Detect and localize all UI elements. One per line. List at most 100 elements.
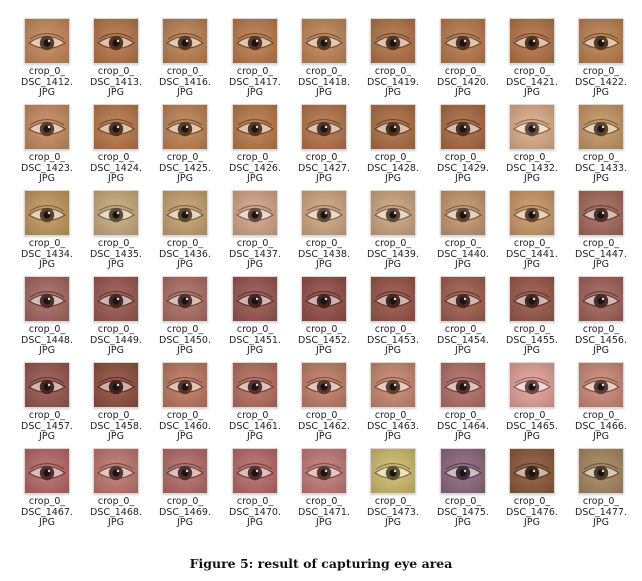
thumbnail-filename: crop_0_ DSC_1432. JPG — [506, 152, 558, 184]
eye-crop-image — [232, 190, 278, 236]
eye-thumbnail-item[interactable]: crop_0_ DSC_1470. JPG — [220, 448, 290, 528]
eye-thumbnail-item[interactable]: crop_0_ DSC_1436. JPG — [150, 190, 220, 270]
eye-crop-image — [578, 362, 624, 408]
thumbnail-filename: crop_0_ DSC_1470. JPG — [229, 496, 281, 528]
eye-thumbnail-item[interactable]: crop_0_ DSC_1420. JPG — [428, 18, 498, 98]
eye-crop-image — [93, 448, 139, 494]
thumbnail-filename: crop_0_ DSC_1419. JPG — [367, 66, 419, 98]
thumbnail-filename: crop_0_ DSC_1471. JPG — [298, 496, 350, 528]
eye-thumbnail-item[interactable]: crop_0_ DSC_1428. JPG — [358, 104, 428, 184]
eye-thumbnail-item[interactable]: crop_0_ DSC_1449. JPG — [81, 276, 151, 356]
eye-crop-image — [578, 276, 624, 322]
eye-thumbnail-item[interactable]: crop_0_ DSC_1454. JPG — [428, 276, 498, 356]
eye-thumbnail-item[interactable]: crop_0_ DSC_1452. JPG — [289, 276, 359, 356]
thumbnail-filename: crop_0_ DSC_1448. JPG — [21, 324, 73, 356]
thumbnail-filename: crop_0_ DSC_1473. JPG — [367, 496, 419, 528]
eye-thumbnail-item[interactable]: crop_0_ DSC_1427. JPG — [289, 104, 359, 184]
eye-thumbnail-item[interactable]: crop_0_ DSC_1461. JPG — [220, 362, 290, 442]
eye-thumbnail-item[interactable]: crop_0_ DSC_1425. JPG — [150, 104, 220, 184]
eye-thumbnail-item[interactable]: crop_0_ DSC_1412. JPG — [12, 18, 82, 98]
eye-crop-image — [301, 18, 347, 64]
eye-crop-image — [301, 190, 347, 236]
thumbnail-filename: crop_0_ DSC_1425. JPG — [159, 152, 211, 184]
thumbnail-filename: crop_0_ DSC_1426. JPG — [229, 152, 281, 184]
eye-thumbnail-item[interactable]: crop_0_ DSC_1471. JPG — [289, 448, 359, 528]
thumbnail-filename: crop_0_ DSC_1412. JPG — [21, 66, 73, 98]
eye-thumbnail-item[interactable]: crop_0_ DSC_1455. JPG — [497, 276, 567, 356]
eye-thumbnail-item[interactable]: crop_0_ DSC_1456. JPG — [566, 276, 636, 356]
thumbnail-filename: crop_0_ DSC_1450. JPG — [159, 324, 211, 356]
eye-thumbnail-item[interactable]: crop_0_ DSC_1462. JPG — [289, 362, 359, 442]
eye-thumbnail-item[interactable]: crop_0_ DSC_1432. JPG — [497, 104, 567, 184]
thumbnail-filename: crop_0_ DSC_1451. JPG — [229, 324, 281, 356]
thumbnail-filename: crop_0_ DSC_1477. JPG — [575, 496, 627, 528]
eye-thumbnail-item[interactable]: crop_0_ DSC_1434. JPG — [12, 190, 82, 270]
eye-crop-image — [93, 104, 139, 150]
eye-thumbnail-item[interactable]: crop_0_ DSC_1433. JPG — [566, 104, 636, 184]
eye-thumbnail-item[interactable]: crop_0_ DSC_1426. JPG — [220, 104, 290, 184]
eye-crop-image — [301, 104, 347, 150]
eye-thumbnail-item[interactable]: crop_0_ DSC_1476. JPG — [497, 448, 567, 528]
thumbnail-filename: crop_0_ DSC_1456. JPG — [575, 324, 627, 356]
eye-thumbnail-item[interactable]: crop_0_ DSC_1422. JPG — [566, 18, 636, 98]
eye-thumbnail-item[interactable]: crop_0_ DSC_1421. JPG — [497, 18, 567, 98]
eye-crop-image — [232, 18, 278, 64]
thumbnail-filename: crop_0_ DSC_1476. JPG — [506, 496, 558, 528]
eye-thumbnail-item[interactable]: crop_0_ DSC_1457. JPG — [12, 362, 82, 442]
eye-thumbnail-item[interactable]: crop_0_ DSC_1413. JPG — [81, 18, 151, 98]
thumbnail-filename: crop_0_ DSC_1441. JPG — [506, 238, 558, 270]
eye-thumbnail-item[interactable]: crop_0_ DSC_1458. JPG — [81, 362, 151, 442]
eye-crop-image — [578, 18, 624, 64]
thumbnail-filename: crop_0_ DSC_1433. JPG — [575, 152, 627, 184]
eye-thumbnail-item[interactable]: crop_0_ DSC_1475. JPG — [428, 448, 498, 528]
eye-thumbnail-item[interactable]: crop_0_ DSC_1464. JPG — [428, 362, 498, 442]
eye-crop-image — [301, 362, 347, 408]
thumbnail-filename: crop_0_ DSC_1457. JPG — [21, 410, 73, 442]
eye-thumbnail-item[interactable]: crop_0_ DSC_1423. JPG — [12, 104, 82, 184]
thumbnail-filename: crop_0_ DSC_1428. JPG — [367, 152, 419, 184]
eye-thumbnail-item[interactable]: crop_0_ DSC_1419. JPG — [358, 18, 428, 98]
eye-thumbnail-item[interactable]: crop_0_ DSC_1417. JPG — [220, 18, 290, 98]
eye-thumbnail-item[interactable]: crop_0_ DSC_1429. JPG — [428, 104, 498, 184]
eye-thumbnail-item[interactable]: crop_0_ DSC_1416. JPG — [150, 18, 220, 98]
thumbnail-filename: crop_0_ DSC_1467. JPG — [21, 496, 73, 528]
eye-crop-image — [301, 276, 347, 322]
eye-thumbnail-item[interactable]: crop_0_ DSC_1435. JPG — [81, 190, 151, 270]
eye-thumbnail-item[interactable]: crop_0_ DSC_1441. JPG — [497, 190, 567, 270]
eye-thumbnail-item[interactable]: crop_0_ DSC_1473. JPG — [358, 448, 428, 528]
eye-thumbnail-item[interactable]: crop_0_ DSC_1465. JPG — [497, 362, 567, 442]
eye-crop-image — [370, 276, 416, 322]
thumbnail-filename: crop_0_ DSC_1413. JPG — [90, 66, 142, 98]
eye-thumbnail-item[interactable]: crop_0_ DSC_1460. JPG — [150, 362, 220, 442]
eye-thumbnail-item[interactable]: crop_0_ DSC_1437. JPG — [220, 190, 290, 270]
eye-thumbnail-item[interactable]: crop_0_ DSC_1451. JPG — [220, 276, 290, 356]
eye-thumbnail-item[interactable]: crop_0_ DSC_1450. JPG — [150, 276, 220, 356]
thumbnail-filename: crop_0_ DSC_1424. JPG — [90, 152, 142, 184]
eye-crop-image — [578, 104, 624, 150]
thumbnail-filename: crop_0_ DSC_1468. JPG — [90, 496, 142, 528]
eye-thumbnail-item[interactable]: crop_0_ DSC_1466. JPG — [566, 362, 636, 442]
thumbnail-grid: crop_0_ DSC_1412. JPG crop_0_ DSC_1413. JPG cr… — [12, 18, 636, 528]
eye-thumbnail-item[interactable]: crop_0_ DSC_1469. JPG — [150, 448, 220, 528]
thumbnail-filename: crop_0_ DSC_1434. JPG — [21, 238, 73, 270]
eye-crop-image — [440, 190, 486, 236]
eye-thumbnail-item[interactable]: crop_0_ DSC_1447. JPG — [566, 190, 636, 270]
eye-thumbnail-item[interactable]: crop_0_ DSC_1440. JPG — [428, 190, 498, 270]
eye-thumbnail-item[interactable]: crop_0_ DSC_1463. JPG — [358, 362, 428, 442]
eye-crop-image — [509, 276, 555, 322]
eye-thumbnail-item[interactable]: crop_0_ DSC_1467. JPG — [12, 448, 82, 528]
eye-thumbnail-item[interactable]: crop_0_ DSC_1418. JPG — [289, 18, 359, 98]
eye-thumbnail-item[interactable]: crop_0_ DSC_1477. JPG — [566, 448, 636, 528]
thumbnail-filename: crop_0_ DSC_1416. JPG — [159, 66, 211, 98]
eye-thumbnail-item[interactable]: crop_0_ DSC_1438. JPG — [289, 190, 359, 270]
eye-thumbnail-item[interactable]: crop_0_ DSC_1448. JPG — [12, 276, 82, 356]
eye-thumbnail-item[interactable]: crop_0_ DSC_1424. JPG — [81, 104, 151, 184]
eye-thumbnail-item[interactable]: crop_0_ DSC_1468. JPG — [81, 448, 151, 528]
thumbnail-filename: crop_0_ DSC_1438. JPG — [298, 238, 350, 270]
eye-crop-image — [93, 18, 139, 64]
eye-crop-image — [162, 104, 208, 150]
eye-crop-image — [370, 104, 416, 150]
eye-thumbnail-item[interactable]: crop_0_ DSC_1439. JPG — [358, 190, 428, 270]
thumbnail-filename: crop_0_ DSC_1452. JPG — [298, 324, 350, 356]
eye-thumbnail-item[interactable]: crop_0_ DSC_1453. JPG — [358, 276, 428, 356]
